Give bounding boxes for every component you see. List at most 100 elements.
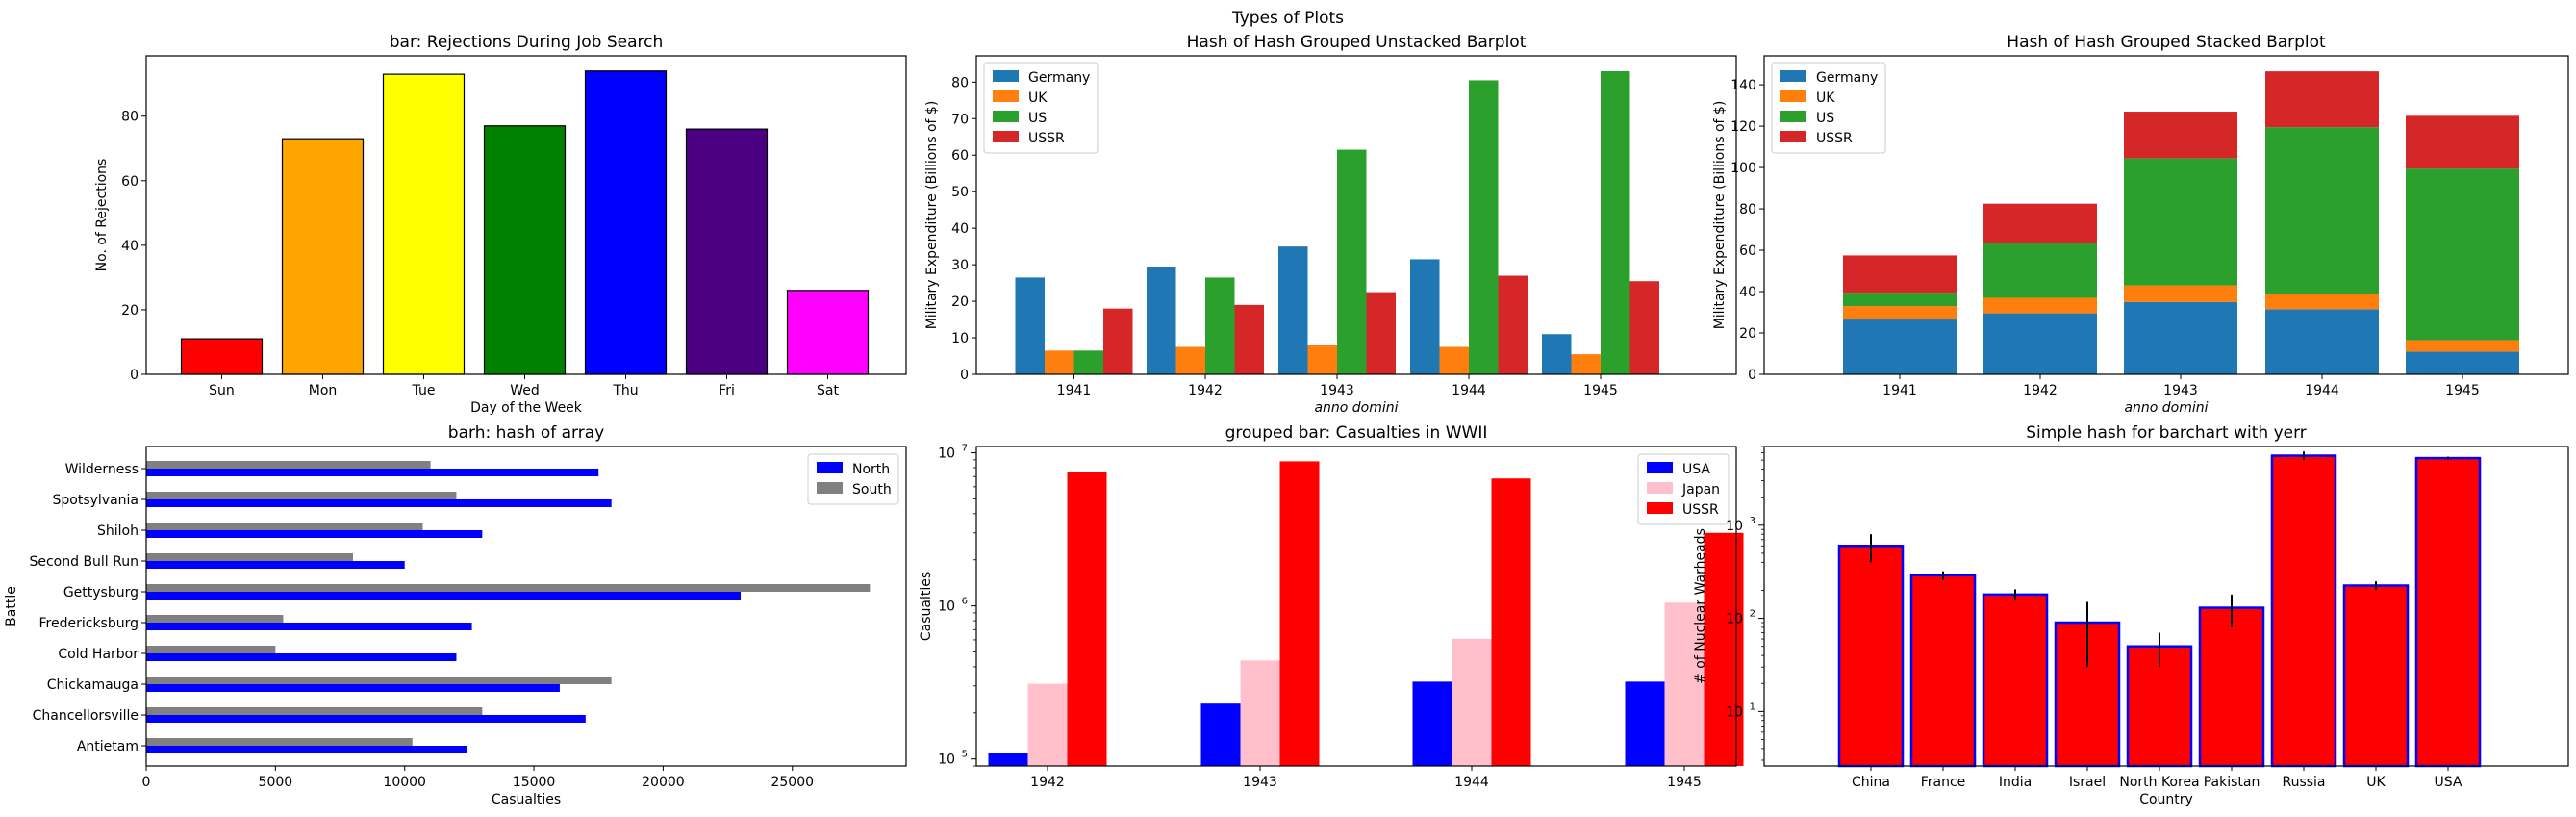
y-tick-label: 60 [121,174,139,190]
bar-ussr-1945 [2406,115,2519,169]
bar-ussr-1941 [1843,255,1957,294]
bar-us-1944 [2265,127,2379,294]
bar-germany-1944 [1410,259,1440,374]
y-tick-label: 10 [951,331,969,346]
y-tick-label: 0 [130,368,139,383]
y-tick-label: 10 [1726,612,1743,627]
legend-swatch [817,482,843,494]
bar-north-wilderness [146,469,599,476]
y-tick-label: 20 [951,294,969,310]
x-tick-label: UK [2366,775,2386,790]
bar-ussr-1942 [1067,472,1107,766]
y-tick-label: 10 [1726,519,1743,534]
x-tick-label: Tue [412,383,436,398]
bar-south-fredericksburg [146,615,284,623]
y-tick-label: 50 [951,185,969,200]
x-tick-label: USA [2435,775,2462,790]
bar-north-cold-harbor [146,653,457,661]
tick-base: 10 [1726,519,1743,534]
legend-label: USA [1682,462,1710,477]
bar-south-cold-harbor [146,646,276,653]
bar-germany-1945 [1542,334,1572,374]
y-tick-label: 120 [1730,119,1756,135]
bar-us-1942 [1983,243,2097,298]
bar-japan-1944 [1452,638,1492,766]
axes-frame [145,55,907,375]
y-tick-label: Chickamauga [47,677,139,693]
x-tick-label: China [1852,775,1890,790]
x-tick-label: 1944 [1452,383,1486,398]
chart-title: Hash of Hash Grouped Stacked Barplot [2007,33,2326,52]
x-tick-label: 1943 [1243,775,1277,790]
x-tick-label: 1944 [1454,775,1489,790]
x-tick-label: Israel [2069,775,2106,790]
legend-label: Germany [1816,70,1878,86]
legend-swatch [993,131,1019,142]
chart-title: Simple hash for barchart with yerr [2026,423,2307,443]
legend-swatch [1780,90,1806,102]
bar-north-gettysburg [146,592,742,600]
legend-label: Germany [1028,70,1090,86]
y-tick-label: 40 [951,221,969,237]
chart-unstacked: 0 10 20 30 40 50 60 70 80 1941 1942 1943 1944 1945 Has… [924,33,1737,416]
bar-uk-1942 [1983,297,2097,314]
legend-label: North [852,462,890,477]
bar-japan-1943 [1240,660,1280,766]
bar-us-1941 [1073,350,1103,374]
legend-swatch [1647,482,1673,494]
bar-uk-1943 [2124,285,2237,302]
legend-swatch [1647,502,1673,514]
chart-battles: 0 5000 10000 15000 20000 25000 Antietam Chancel… [4,423,907,807]
bar-france [1909,574,1977,768]
tick-base: 10 [938,447,955,462]
x-tick-label: France [1921,775,1966,790]
x-tick-label: Fri [719,383,735,398]
x-tick-label: 1945 [1667,775,1702,790]
x-tick-label: North Korea [2119,775,2199,790]
chart-title: bar: Rejections During Job Search [390,33,663,52]
y-tick-label: 0 [960,368,969,383]
x-tick-label: 25000 [770,775,814,790]
x-tick-label: Pakistan [2204,775,2260,790]
bar-thu [584,70,668,375]
y-tick-label: 80 [1739,202,1756,217]
bar-south-chancellorsville [146,707,483,715]
chart-rejections: 0 20 40 60 80 Sun Mon Tue Wed Thu Fri Sat bar: Rejec… [94,33,907,416]
axes-frame [145,446,907,767]
y-tick-label: 140 [1730,78,1756,93]
bar-us-1943 [2124,158,2237,286]
bar-germany-1943 [1278,246,1308,374]
chart-stacked: 0 20 40 60 80 100 120 140 1941 1942 1943 1944 1945 Ha… [1712,33,2569,416]
y-tick-label: 10 [1726,704,1743,720]
y-tick-label: 80 [121,110,139,125]
bar-ussr-1944 [2265,71,2379,128]
x-tick-label: India [1999,775,2032,790]
chart-casualties: 10 5 10 6 10 7 1942 1943 1944 1945 grouped bar: Ca… [919,423,1744,790]
bar-uk-1941 [1045,350,1074,374]
legend-label: US [1028,111,1047,126]
bar-uk-1943 [1307,345,1337,374]
legend-label: USSR [1028,131,1065,146]
figure-title: Types of Plots [1231,9,1344,28]
chart-warheads: 10 1 10 2 10 3 China France India Israel North Kor… [1693,423,2569,807]
chart-title: grouped bar: Casualties in WWII [1225,423,1488,443]
chart-title: Hash of Hash Grouped Unstacked Barplot [1187,33,1527,52]
bar-uk-1945 [2406,340,2519,352]
bar-china [1837,545,1905,768]
y-tick-label: 40 [1739,285,1756,300]
bar-germany-1944 [2265,309,2379,374]
y-axis-label: Battle [4,586,19,626]
y-tick-label: 70 [951,112,969,127]
x-tick-label: 1943 [2163,383,2198,398]
y-tick-label: Antietam [77,739,139,754]
legend-box [983,62,1099,154]
legend-swatch [817,462,843,473]
bar-north-chickamauga [146,684,560,692]
bar-pakistan [2198,606,2265,768]
bar-us-1945 [2406,168,2519,341]
bar-south-spotsylvania [146,492,457,499]
bar-north-second-bull-run [146,561,405,569]
tick-exponent: 7 [962,444,968,454]
bar-north-shiloh [146,530,483,538]
